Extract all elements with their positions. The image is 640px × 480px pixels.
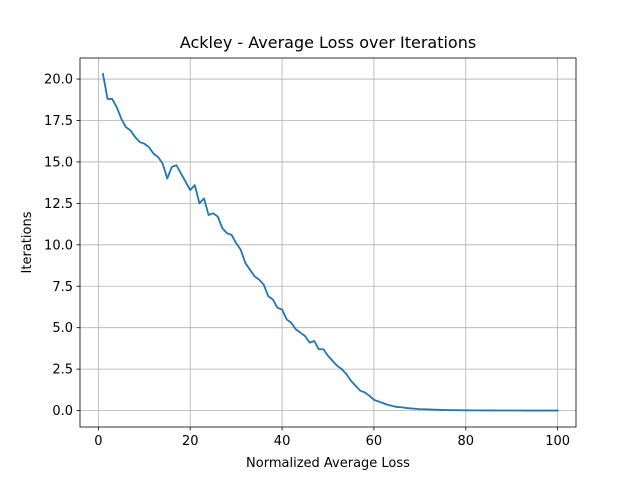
x-tick-label: 20 xyxy=(182,434,199,449)
y-tick-label: 10.0 xyxy=(44,238,73,253)
y-tick-label: 7.5 xyxy=(52,280,73,295)
y-tick-label: 2.5 xyxy=(52,363,73,378)
x-tick-label: 100 xyxy=(545,434,570,449)
y-tick-label: 5.0 xyxy=(52,321,73,336)
y-tick-label: 17.5 xyxy=(44,114,73,129)
x-axis-ticks: 0 20 40 60 80 100 xyxy=(94,427,570,449)
series-line xyxy=(101,73,559,412)
grid xyxy=(80,58,576,427)
chart-title: Ackley - Average Loss over Iterations xyxy=(180,33,476,52)
x-tick-label: 0 xyxy=(94,434,102,449)
x-tick-label: 40 xyxy=(274,434,291,449)
y-tick-label: 12.5 xyxy=(44,197,73,212)
plot-frame xyxy=(79,57,577,428)
y-tick-label: 0.0 xyxy=(52,404,73,419)
x-tick-label: 80 xyxy=(458,434,475,449)
x-tick-label: 60 xyxy=(366,434,383,449)
x-axis-label: Normalized Average Loss xyxy=(246,456,410,471)
y-tick-label: 20.0 xyxy=(44,73,73,88)
y-axis-label: Iterations xyxy=(20,211,35,273)
y-axis-ticks: 0.0 2.5 5.0 7.5 10.0 12.5 15.0 17.5 20.0 xyxy=(44,73,80,419)
series-layer xyxy=(101,73,559,412)
plot-area xyxy=(80,58,576,427)
y-tick-label: 15.0 xyxy=(44,155,73,170)
